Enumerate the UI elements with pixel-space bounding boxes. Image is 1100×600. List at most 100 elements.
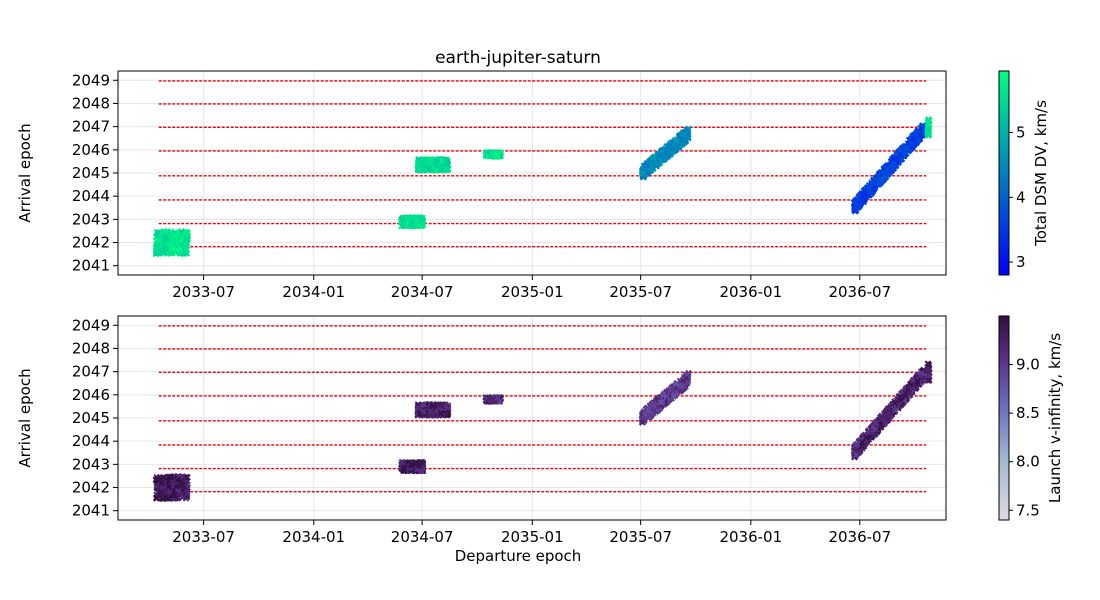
top-scatter-point [890,155,897,163]
bottom-scatter-point [494,394,501,401]
top-scatter-point [666,149,673,156]
bottom-scatter-point [852,442,859,449]
top-scatter-point [419,214,426,221]
top-scatter-point [924,125,931,132]
bottom-colorbar-label: Launch v-infinity, km/s [1046,333,1064,503]
top-colorbar-tick-label: 5 [1016,124,1026,142]
top-scatter-point [407,220,415,227]
top-scatter-point [168,234,175,241]
top-scatter-point [494,151,501,158]
top-y-tick-label: 2042 [72,234,110,252]
top-reference-lines [158,80,927,248]
top-x-tick-label: 2034-01 [282,283,345,301]
bottom-scatter-point [877,416,885,423]
top-scatter-point [925,131,933,138]
bottom-scatter-point [905,386,912,393]
top-scatter-point [859,196,866,203]
top-scatter-point [423,156,430,163]
top-scatter-point [417,158,424,165]
bottom-y-tick-label: 2043 [72,455,110,473]
bottom-scatter-point [650,402,657,409]
top-scatter-point [177,246,184,253]
bottom-scatter-point [925,377,932,384]
bottom-scatter-point [857,443,864,450]
top-colorbar-tick-label: 3 [1016,253,1026,271]
bottom-scatter-point [908,384,916,392]
top-scatter-point [406,214,413,222]
bottom-y-tick-label: 2048 [72,339,110,357]
bottom-scatter-point [877,422,884,430]
top-colorbar-tick-label: 4 [1016,188,1026,206]
bottom-scatter-point [427,407,434,415]
bottom-scatter-point [179,494,186,501]
bottom-scatter-point [670,393,677,400]
bottom-scatter-point [433,411,440,419]
bottom-scatter-point [872,426,879,433]
top-scatter-point [413,221,420,228]
bottom-scatter-point [420,401,427,408]
bottom-colorbar-gradient [998,315,1010,521]
top-scatter-point [160,227,167,235]
bottom-x-tick-label: 2036-01 [719,528,782,546]
top-scatter-point [178,241,185,248]
top-scatter-point [649,160,656,168]
bottom-y-tick-label: 2049 [72,316,110,334]
bottom-scatter-point [169,479,176,486]
bottom-scatter-point [663,393,671,400]
bottom-y-tick-label: 2044 [72,432,110,450]
top-scatter-point [903,150,910,157]
chart-title: earth-jupiter-saturn [435,48,601,68]
bottom-scatter-point [180,484,188,491]
bottom-x-tick-label: 2034-07 [391,528,454,546]
bottom-scatter-point [657,399,664,406]
bottom-scatter-point [872,420,879,427]
bottom-scatter-point [415,404,422,411]
top-y-tick-label: 2043 [72,210,110,228]
top-scatter-point [640,170,647,177]
top-scatter-point [178,229,186,236]
bottom-x-axis: 2033-07 2034-01 2034-07 2035-01 2035-07 2036-… [172,520,891,546]
bottom-scatter-point [884,405,892,412]
bottom-scatter-point [416,463,423,470]
bottom-scatter-point [676,382,683,389]
top-y-tick-label: 2044 [72,187,110,205]
top-scatter-point [871,180,878,187]
top-scatter-point [926,121,933,128]
bottom-scatter-point [906,389,913,397]
top-scatter-point [882,169,889,176]
bottom-scatter-point [489,397,496,404]
bottom-scatter-point [892,407,899,414]
top-scatter-point [432,157,439,164]
top-scatter-point [664,143,671,150]
bottom-scatter-point [166,488,174,496]
top-scatter-point [173,240,180,248]
bottom-scatter-point [864,429,872,436]
bottom-scatter-point [420,408,427,415]
bottom-scatter-point [166,495,173,502]
bottom-plot: 2041 2042 2043 2044 2045 2046 2047 2048 2049 203… [16,315,947,565]
top-scatter-point [438,157,445,164]
bottom-scatter-point [869,433,876,440]
bottom-scatter-point [160,474,167,481]
bottom-scatter-point [184,492,191,499]
bottom-scatter-point [156,491,163,498]
bottom-y-tick-label: 2045 [72,409,110,427]
bottom-y-tick-label: 2041 [72,502,110,520]
top-scatter-point [681,131,688,138]
top-y-tick-label: 2048 [72,94,110,112]
top-scatter-point [399,216,406,223]
top-scatter-point [899,156,906,163]
top-colorbar-ticks: 3 4 5 [1009,124,1026,271]
bottom-scatter-point [859,438,866,446]
bottom-scatter-point [852,452,859,459]
top-scatter-points [152,116,933,258]
bottom-scatter-point [924,360,931,367]
top-scatter-point [154,236,161,243]
top-scatter-point [154,246,161,253]
bottom-scatter-point [639,419,646,426]
bottom-scatter-point [408,461,415,468]
bottom-colorbar: 7.5 8.0 8.5 9.0 Launch v-infinity, km/s [998,315,1064,521]
bottom-y-tick-label: 2047 [72,363,110,381]
top-scatter-point [183,236,190,243]
